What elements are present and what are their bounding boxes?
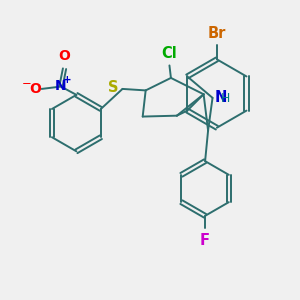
- Text: F: F: [200, 233, 210, 248]
- Text: +: +: [63, 75, 71, 85]
- Text: O: O: [29, 82, 41, 96]
- Text: O: O: [58, 50, 70, 63]
- Text: S: S: [108, 80, 119, 95]
- Text: −: −: [21, 77, 31, 90]
- Text: Cl: Cl: [162, 46, 177, 61]
- Text: H: H: [221, 92, 231, 105]
- Text: N: N: [55, 79, 66, 93]
- Text: N: N: [215, 90, 227, 105]
- Text: Br: Br: [208, 26, 226, 41]
